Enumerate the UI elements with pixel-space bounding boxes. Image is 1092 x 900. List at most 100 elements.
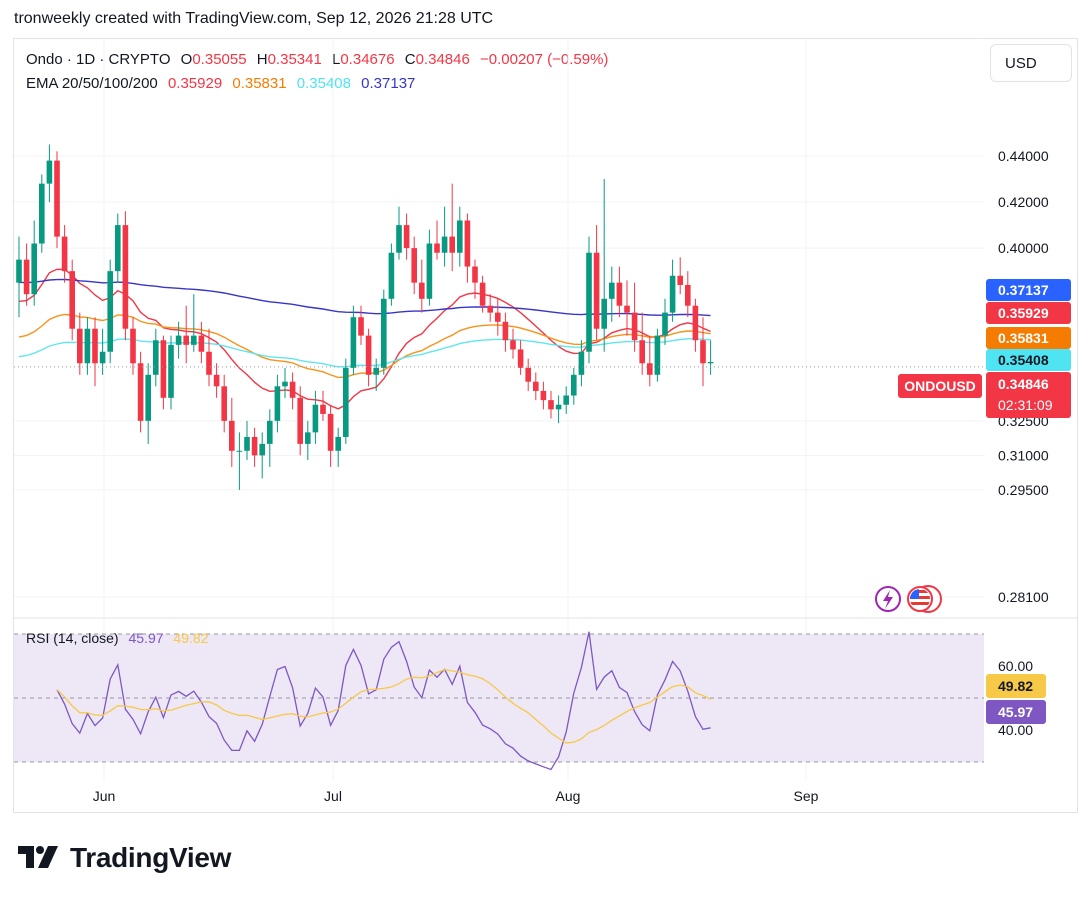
candle xyxy=(647,335,653,387)
price-label-ema50: 0.35831 xyxy=(986,327,1071,349)
ohlc-legend[interactable]: Ondo · 1D · CRYPTO O0.35055 H0.35341 L0.… xyxy=(26,51,608,68)
rsi-label[interactable]: RSI (14, close) xyxy=(26,630,119,646)
lightning-icon[interactable] xyxy=(875,586,901,612)
price-labels: 0.37137 0.35929 0.35831 0.35408 0.34846 02:31… xyxy=(898,279,1071,724)
ema50-line xyxy=(18,313,711,379)
ema100-line xyxy=(18,338,711,368)
svg-text:02:31:09: 02:31:09 xyxy=(998,397,1053,413)
candles xyxy=(14,144,985,490)
tradingview-logo[interactable]: TradingView xyxy=(18,842,231,874)
candle xyxy=(662,298,668,345)
candle xyxy=(464,213,471,283)
candle xyxy=(479,275,486,313)
candle xyxy=(517,340,524,375)
price-label-ema200: 0.37137 xyxy=(986,279,1071,301)
high-value: 0.35341 xyxy=(267,51,322,68)
candle xyxy=(312,390,319,444)
candle xyxy=(571,367,577,405)
close-value: 0.34846 xyxy=(415,51,470,68)
candle xyxy=(457,206,463,267)
candle xyxy=(77,312,83,375)
candle xyxy=(510,328,516,359)
candle xyxy=(358,305,364,345)
symbol-title[interactable]: Ondo · 1D · CRYPTO xyxy=(26,51,171,68)
candle xyxy=(707,340,714,375)
candle xyxy=(206,328,212,387)
candle xyxy=(631,282,638,352)
ema-label[interactable]: EMA 20/50/100/200 xyxy=(26,75,158,92)
tradingview-logo-icon xyxy=(18,846,58,868)
candle xyxy=(198,321,205,364)
change-value: −0.00207 (−0.59%) xyxy=(480,51,609,68)
candle xyxy=(107,259,113,364)
rsi-value: 45.97 xyxy=(128,630,164,646)
chart-frame xyxy=(13,38,1078,813)
svg-text:0.35831: 0.35831 xyxy=(998,330,1049,346)
candle xyxy=(168,335,174,410)
candle xyxy=(677,257,683,295)
candle xyxy=(578,340,585,387)
candle xyxy=(191,294,197,352)
candle xyxy=(624,280,630,336)
candle xyxy=(297,386,303,456)
rsi-tick-label: 40.00 xyxy=(998,722,1033,738)
currency-button[interactable]: USD xyxy=(990,44,1072,82)
axis-ticks: 0.440000.420000.400000.325000.310000.295… xyxy=(93,148,1049,804)
ema-legend[interactable]: EMA 20/50/100/200 0.35929 0.35831 0.3540… xyxy=(26,75,421,92)
candle xyxy=(586,236,592,364)
candle xyxy=(16,236,22,318)
candle xyxy=(259,432,265,479)
candle xyxy=(137,351,144,433)
high-label: H xyxy=(256,51,268,68)
candle xyxy=(335,427,341,467)
candle xyxy=(563,386,569,414)
candle xyxy=(61,225,68,283)
candle xyxy=(540,381,547,410)
candle xyxy=(31,220,37,306)
rsi-ma-line xyxy=(56,668,711,744)
candle xyxy=(39,174,45,253)
us-flag-icon[interactable] xyxy=(907,585,942,613)
candle xyxy=(495,298,501,336)
y-tick-label: 0.42000 xyxy=(998,194,1049,210)
rsi-value-label: 45.97 xyxy=(986,700,1046,724)
candle xyxy=(685,271,691,318)
candle xyxy=(282,367,288,398)
close-label: C xyxy=(404,51,416,68)
candle xyxy=(502,312,509,352)
y-tick-label: 0.40000 xyxy=(998,240,1049,256)
svg-text:0.35408: 0.35408 xyxy=(998,352,1049,368)
candle xyxy=(548,390,554,419)
candle xyxy=(381,289,387,375)
candle xyxy=(327,404,334,467)
svg-text:0.37137: 0.37137 xyxy=(998,282,1049,298)
rsi-lines xyxy=(56,631,711,771)
candle xyxy=(609,266,615,322)
low-label: L xyxy=(332,51,341,68)
candle xyxy=(654,328,661,382)
candle xyxy=(365,328,372,387)
candle xyxy=(533,372,539,401)
candle xyxy=(396,206,402,260)
y-tick-label: 0.28100 xyxy=(998,589,1049,605)
rsi-legend[interactable]: RSI (14, close) 45.97 49.82 xyxy=(26,630,208,646)
ema100-value: 0.35408 xyxy=(296,75,351,92)
candle xyxy=(236,432,243,490)
candle xyxy=(700,317,706,387)
candle xyxy=(669,259,676,322)
x-tick-label: Jul xyxy=(324,788,342,804)
attribution-text: tronweekly created with TradingView.com,… xyxy=(14,10,494,27)
candle xyxy=(449,183,455,272)
candle xyxy=(434,220,440,260)
candle xyxy=(305,420,311,460)
candle xyxy=(388,243,395,306)
candle xyxy=(525,358,531,391)
candle xyxy=(145,363,151,444)
candle xyxy=(555,395,562,424)
candle xyxy=(639,312,645,375)
candle xyxy=(175,321,182,359)
x-tick-label: Aug xyxy=(556,788,581,804)
candle xyxy=(616,266,623,318)
x-tick-label: Sep xyxy=(794,788,819,804)
